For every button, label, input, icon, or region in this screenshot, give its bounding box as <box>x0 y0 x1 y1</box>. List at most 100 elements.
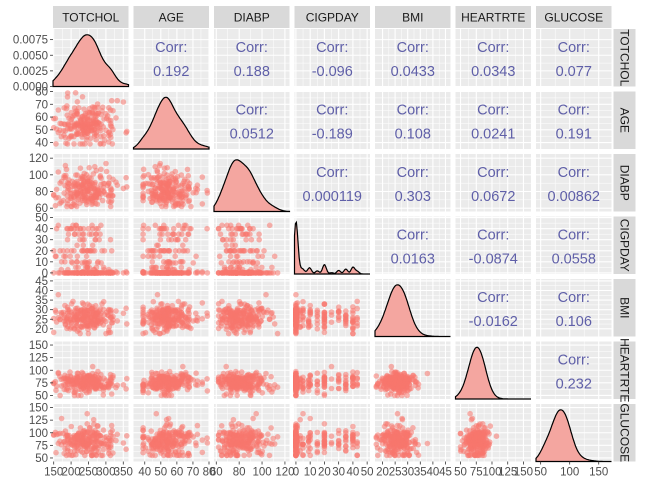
scatter-point <box>193 310 199 317</box>
corr-value: 0.077 <box>556 64 592 80</box>
scatter-point <box>179 443 185 450</box>
scatter-point <box>74 328 81 334</box>
panel-background <box>133 29 209 87</box>
scatter-point <box>87 270 94 276</box>
scatter-point <box>253 248 260 254</box>
scatter-point <box>58 376 65 383</box>
scatter-point <box>350 310 356 316</box>
scatter-point <box>335 315 342 321</box>
scatter-point <box>100 180 107 187</box>
corr-value: 0.0163 <box>391 251 435 267</box>
scatter-point <box>199 174 206 180</box>
scatter-point <box>215 225 222 232</box>
panel-age-diabp: Corr: 0.0512 <box>214 90 290 149</box>
scatter-point <box>226 270 232 276</box>
scatter-point <box>186 324 192 331</box>
scatter-point <box>57 392 63 399</box>
scatter-point <box>314 326 321 332</box>
scatter-point <box>53 225 60 232</box>
scatter-point <box>64 445 71 452</box>
scatter-point <box>141 172 147 179</box>
scatter-point <box>101 317 107 323</box>
scatter-point <box>92 131 98 138</box>
scatter-point <box>350 369 356 375</box>
scatter-point <box>74 172 81 178</box>
scatter-point <box>218 260 225 266</box>
scatter-point <box>180 363 186 370</box>
scatter-point <box>314 390 321 396</box>
scatter-point <box>67 253 73 260</box>
scatter-point <box>77 236 83 243</box>
scatter-point <box>94 423 101 429</box>
scatter-point <box>234 260 241 266</box>
scatter-point <box>300 452 306 459</box>
scatter-point <box>343 385 349 391</box>
scatter-point <box>113 115 119 121</box>
scatter-point <box>238 260 245 266</box>
density-curve-age <box>132 96 210 150</box>
scatter-point <box>229 225 235 232</box>
scatter-point <box>221 444 228 450</box>
scatter-point <box>166 185 172 192</box>
scatter-point <box>69 312 75 318</box>
corr-value: 0.106 <box>556 314 592 330</box>
density-curve-diabp <box>213 159 291 213</box>
scatter-point <box>140 166 147 173</box>
scatter-point <box>219 222 225 229</box>
scatter-point <box>270 314 277 320</box>
scatter-point <box>140 269 146 275</box>
scatter-point <box>398 384 404 391</box>
scatter-point <box>97 173 104 179</box>
scatter-point <box>293 377 299 383</box>
scatter-point <box>328 376 335 382</box>
panel-background <box>375 91 451 149</box>
scatter-point <box>113 437 119 444</box>
scatter-point <box>176 188 182 194</box>
scatter-point <box>161 270 168 276</box>
scatter-point <box>204 440 211 446</box>
scatter-point <box>71 141 77 147</box>
scatter-point <box>227 248 233 254</box>
scatter-point <box>252 429 259 435</box>
scatter-point <box>165 190 172 196</box>
scatter-point <box>63 452 70 459</box>
scatter-point <box>93 225 99 232</box>
scatter-point <box>145 180 151 187</box>
scatter-point <box>204 435 210 441</box>
scatter-point <box>247 372 253 379</box>
panel-bmi-totchol <box>50 279 130 337</box>
scatter-point <box>92 386 98 392</box>
scatter-point <box>108 308 114 314</box>
scatter-point <box>328 312 335 318</box>
scatter-point <box>103 160 109 167</box>
scatter-point <box>145 225 152 232</box>
corr-label: Corr: <box>558 165 590 181</box>
scatter-point <box>266 222 273 229</box>
scatter-point <box>50 248 57 254</box>
scatter-point <box>86 302 93 309</box>
scatter-point <box>124 433 130 439</box>
scatter-point <box>159 203 165 210</box>
corr-value: 0.108 <box>395 126 431 142</box>
scatter-point <box>74 322 80 329</box>
scatter-point <box>246 318 252 324</box>
scatter-point <box>62 253 69 260</box>
scatter-point <box>55 169 62 175</box>
scatter-point <box>66 307 72 313</box>
scatter-point <box>81 378 88 385</box>
scatter-point <box>64 236 71 243</box>
scatter-point <box>248 270 254 276</box>
scatter-point <box>81 141 88 147</box>
scatter-point <box>108 121 114 127</box>
scatter-point <box>373 373 380 379</box>
scatter-point <box>87 434 94 441</box>
scatter-point <box>87 141 93 147</box>
scatter-point <box>145 448 152 455</box>
scatter-point <box>149 369 155 376</box>
corr-label: Corr: <box>477 165 509 181</box>
scatter-point <box>199 201 206 207</box>
scatter-point <box>248 236 255 243</box>
scatter-point <box>140 181 146 187</box>
scatter-point <box>229 423 235 430</box>
